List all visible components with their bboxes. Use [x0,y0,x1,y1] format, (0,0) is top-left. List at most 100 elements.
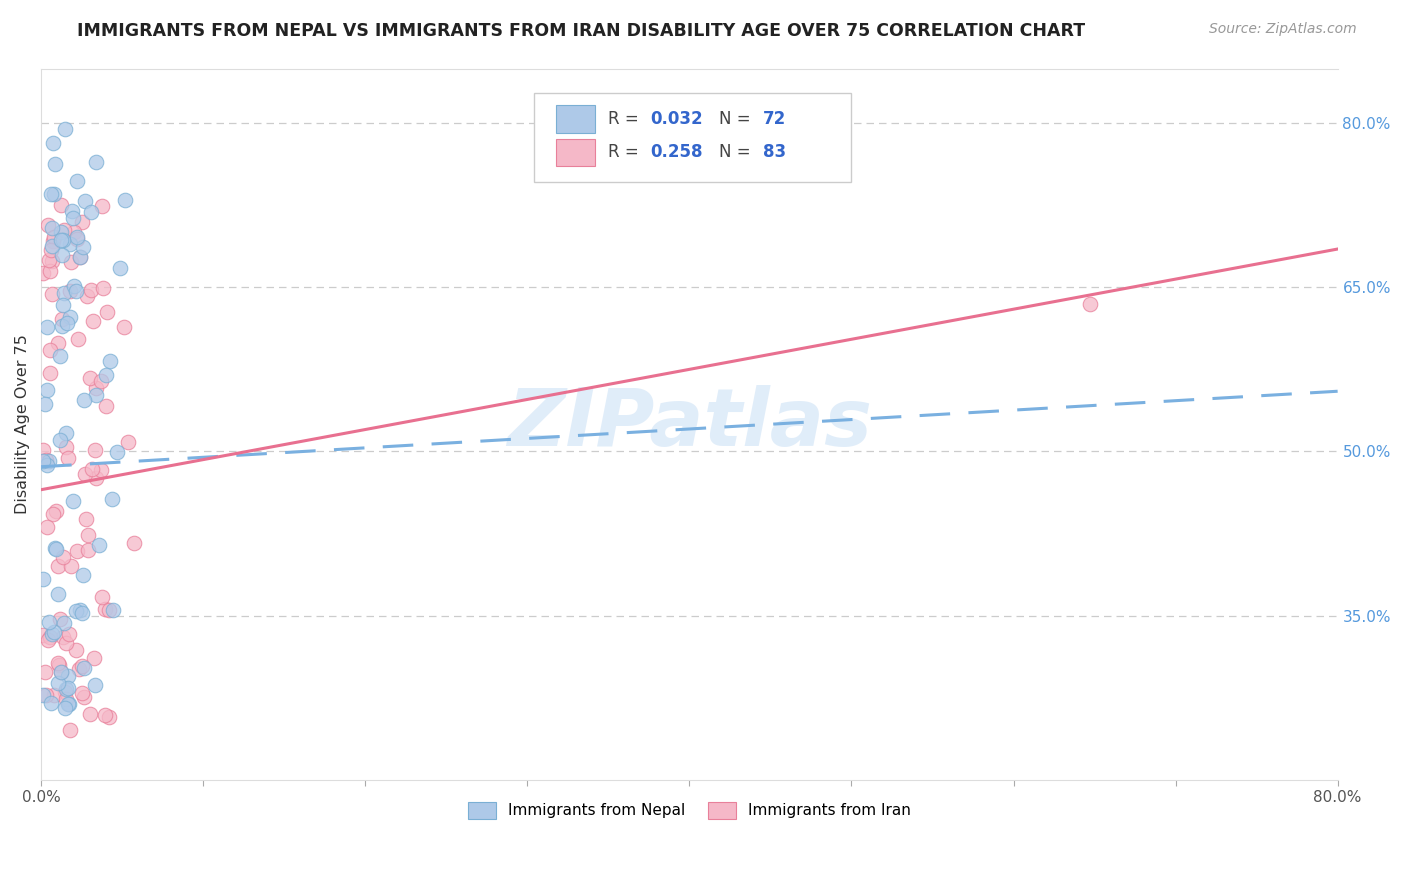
Point [37,632,59,647]
Text: ZIPatlas: ZIPatlas [508,385,872,463]
Point [55,440,77,454]
Point [73,392,96,407]
Point [37,520,59,534]
Point [70,214,93,228]
Point [84,678,107,692]
Point [90,375,112,389]
Point [38,615,60,629]
Point [69,250,91,264]
Point [65,643,87,657]
Point [46,336,69,351]
Point [48,612,70,626]
Point [55,701,77,715]
Point [42,688,65,702]
Point [31,266,53,280]
Point [39,187,62,202]
Point [60,255,83,269]
Point [72,239,94,253]
Point [96,304,118,318]
Point [34,665,56,679]
Point [31,572,53,586]
Point [53,685,76,699]
Point [63,225,86,239]
Point [39,696,62,710]
Point [56,316,79,330]
Point [41,627,63,641]
Point [67,662,90,676]
Point [84,471,107,485]
Point [56,451,79,466]
Point [62,494,84,508]
Point [35,383,58,397]
Point [41,254,63,268]
Point [31,627,53,641]
Point [73,661,96,675]
Point [49,225,72,239]
Point [59,237,82,252]
Point [56,697,79,711]
Point [59,284,82,298]
Point [58,698,80,712]
Point [105,445,128,459]
Point [65,285,87,299]
Point [94,602,117,616]
Point [55,121,77,136]
Point [44,624,66,639]
Point [41,239,63,253]
Point [51,233,73,247]
Text: N =: N = [720,110,756,128]
Point [65,604,87,618]
Point [90,590,112,604]
Point [66,174,89,188]
Point [75,512,97,526]
Point [55,692,77,706]
Point [37,218,59,232]
Point [38,253,60,268]
Point [56,669,79,683]
Point [69,603,91,617]
Point [34,397,56,411]
Point [49,665,72,679]
Point [42,230,65,244]
Point [51,312,73,326]
Point [42,136,65,150]
Point [48,657,70,672]
Point [91,281,114,295]
Y-axis label: Disability Age Over 75: Disability Age Over 75 [15,334,30,514]
Point [86,381,108,395]
Point [60,203,83,218]
Point [31,443,53,458]
Point [49,433,72,447]
Point [83,651,105,665]
Text: IMMIGRANTS FROM NEPAL VS IMMIGRANTS FROM IRAN DISABILITY AGE OVER 75 CORRELATION: IMMIGRANTS FROM NEPAL VS IMMIGRANTS FROM… [77,22,1085,40]
Point [84,387,107,401]
Point [42,508,65,522]
Point [52,630,75,644]
Text: R =: R = [607,144,644,161]
Point [108,260,131,275]
Point [112,320,135,334]
Point [49,198,72,212]
Text: N =: N = [720,144,756,161]
Point [80,204,103,219]
Point [72,567,94,582]
Point [52,297,75,311]
Point [66,332,89,346]
FancyBboxPatch shape [555,105,595,133]
Point [66,230,89,244]
Point [122,536,145,550]
Point [117,435,139,450]
Point [58,627,80,641]
Point [44,157,66,171]
Point [73,690,96,705]
Point [41,287,63,301]
Point [44,541,66,556]
Text: 0.032: 0.032 [651,110,703,128]
Point [80,462,103,476]
Point [49,665,72,680]
Point [100,353,122,368]
Point [49,349,72,363]
Point [42,187,65,202]
Point [103,603,125,617]
Point [55,681,77,696]
